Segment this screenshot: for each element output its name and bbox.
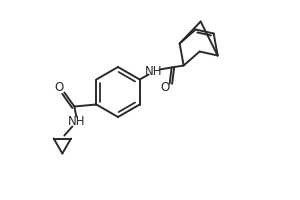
Text: NH: NH bbox=[145, 65, 162, 78]
Text: O: O bbox=[160, 81, 169, 94]
Text: O: O bbox=[55, 81, 64, 94]
Text: NH: NH bbox=[68, 115, 85, 128]
